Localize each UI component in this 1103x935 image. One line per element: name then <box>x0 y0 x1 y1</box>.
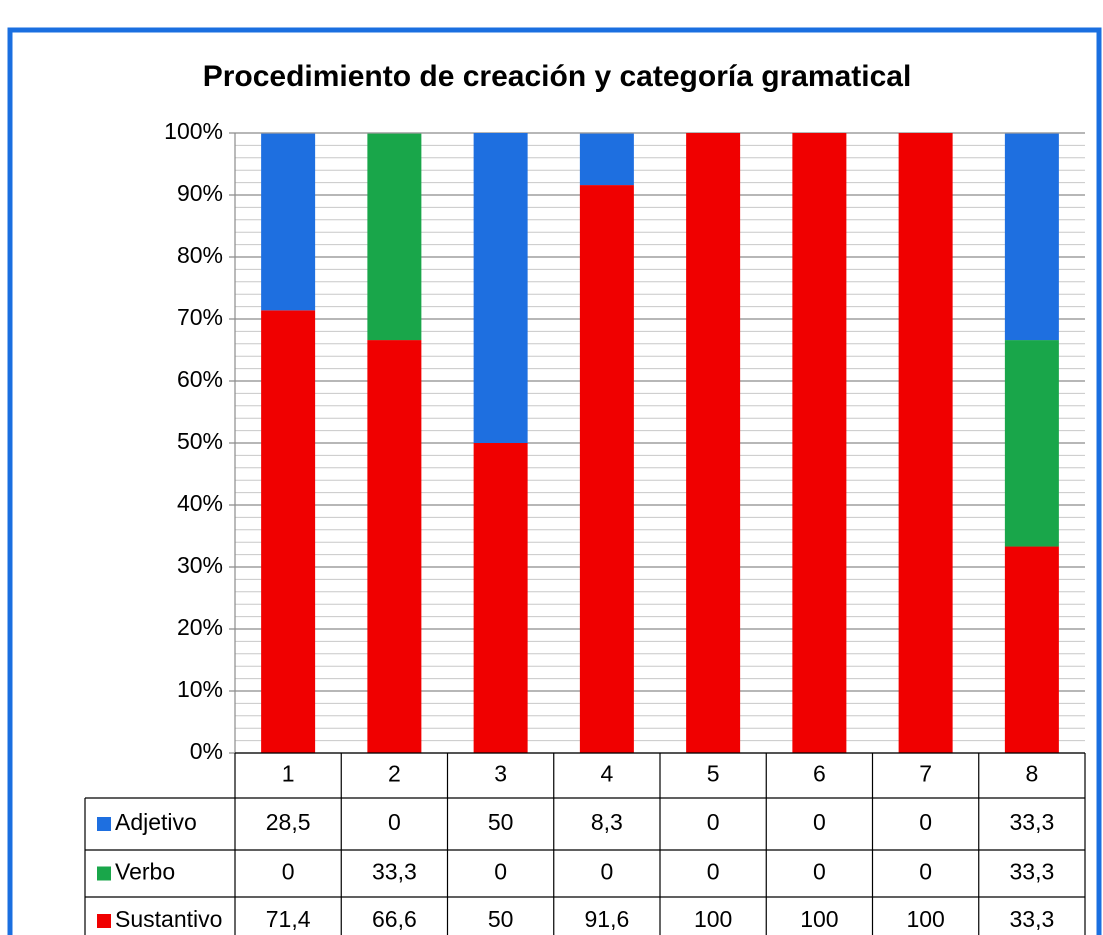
frame <box>7 27 1102 935</box>
table-value: 0 <box>813 809 826 835</box>
table-value: 0 <box>707 809 720 835</box>
table-value: 100 <box>906 906 944 932</box>
x-tick-label: 6 <box>813 761 826 787</box>
legend-label: Verbo <box>115 859 175 885</box>
table-value: 71,4 <box>266 906 311 932</box>
bar-segment <box>1004 340 1059 547</box>
y-tick-label: 30% <box>177 552 223 578</box>
x-tick-label: 4 <box>600 761 613 787</box>
legend-key <box>97 866 111 881</box>
table-value: 91,6 <box>584 906 629 932</box>
table-value: 100 <box>694 906 732 932</box>
legend-key <box>97 914 111 928</box>
y-tick-label: 100% <box>164 118 223 144</box>
table-value: 8,3 <box>591 809 623 835</box>
table-value: 0 <box>707 859 720 885</box>
bar-segment <box>473 443 528 753</box>
bar-segment <box>367 340 422 753</box>
table-value: 0 <box>388 809 401 835</box>
y-tick-label: 60% <box>177 366 223 392</box>
x-tick-label: 1 <box>282 761 295 787</box>
table-value: 0 <box>282 859 295 885</box>
x-tick-label: 3 <box>494 761 507 787</box>
y-tick-label: 50% <box>177 428 223 454</box>
table-value: 0 <box>813 859 826 885</box>
table-value: 100 <box>800 906 838 932</box>
table-value: 33,3 <box>1009 906 1054 932</box>
legend-key <box>97 817 111 831</box>
bar-segment <box>1004 546 1059 753</box>
table-value: 50 <box>488 906 514 932</box>
table-value: 0 <box>494 859 507 885</box>
x-tick-label: 2 <box>388 761 401 787</box>
table-value: 66,6 <box>372 906 417 932</box>
bar-segment <box>579 133 634 186</box>
y-tick-label: 70% <box>177 304 223 330</box>
table-value: 33,3 <box>1009 809 1054 835</box>
table-value: 33,3 <box>1009 859 1054 885</box>
table-value: 33,3 <box>372 859 417 885</box>
y-tick-label: 90% <box>177 180 223 206</box>
bar-segment <box>792 133 847 753</box>
bar-segment <box>686 133 741 753</box>
table-value: 50 <box>488 809 514 835</box>
bar-segment <box>579 185 634 753</box>
bar-segment <box>261 133 316 311</box>
y-tick-label: 20% <box>177 614 223 640</box>
x-tick-label: 8 <box>1025 761 1038 787</box>
legend-label: Sustantivo <box>115 906 222 932</box>
x-tick-label: 5 <box>707 761 720 787</box>
y-tick-label: 0% <box>190 738 223 764</box>
x-tick-label: 7 <box>919 761 932 787</box>
bar-segment <box>473 133 528 443</box>
y-tick-label: 80% <box>177 242 223 268</box>
table-value: 0 <box>600 859 613 885</box>
table-value: 28,5 <box>266 809 311 835</box>
table-value: 0 <box>919 859 932 885</box>
bar-segment <box>367 133 422 341</box>
table-value: 0 <box>919 809 932 835</box>
bar-segment <box>898 133 953 753</box>
legend-label: Adjetivo <box>115 809 197 835</box>
bar-segment <box>261 310 316 753</box>
y-tick-label: 40% <box>177 490 223 516</box>
chart-title: Procedimiento de creación y categoría gr… <box>203 60 912 93</box>
bar-segment <box>1004 133 1059 341</box>
y-tick-label: 10% <box>177 676 223 702</box>
